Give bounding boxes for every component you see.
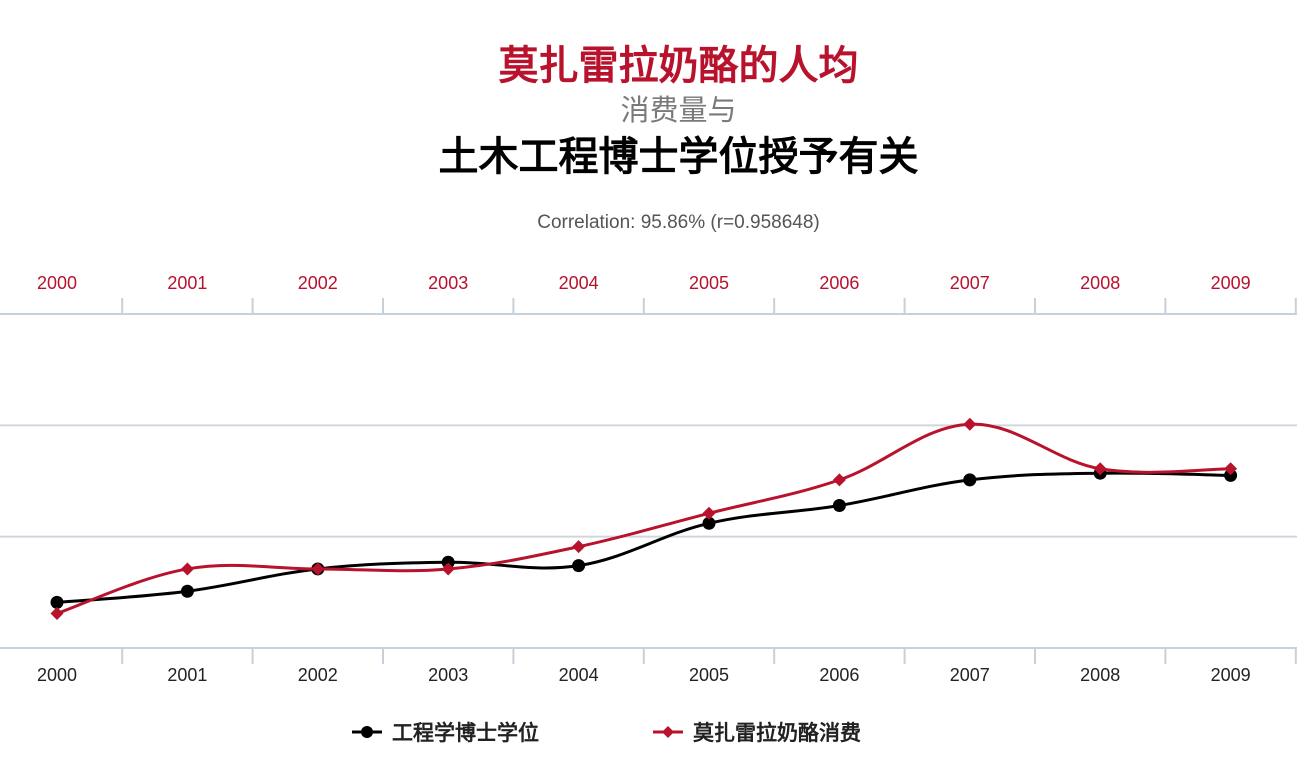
top-tick-label: 2002 [298,273,338,293]
bottom-tick-label: 2003 [428,665,468,685]
series-1-point [832,498,846,512]
bottom-tick-label: 2000 [37,665,77,685]
series-2-point [572,540,586,554]
series-1-point [1224,468,1238,482]
title-line-3: 土木工程博士学位授予有关 [438,134,919,180]
title-line-1: 莫扎雷拉奶酪的人均 [498,43,859,89]
bottom-tick-label: 2005 [689,665,729,685]
bottom-tick-label: 2008 [1080,665,1120,685]
legend-marker-circle-icon [352,726,382,738]
top-tick-label: 2001 [167,273,207,293]
top-tick-label: 2008 [1080,273,1120,293]
top-tick-label: 2004 [559,273,599,293]
series-1-point [180,584,194,598]
legend: 工程学博士学位 莫扎雷拉奶酪消费 [0,716,1305,748]
legend-item-mozzarella: 莫扎雷拉奶酪消费 [653,716,861,748]
legend-item-engineering-phd: 工程学博士学位 [352,716,539,748]
bottom-tick-label: 2004 [559,665,599,685]
correlation-subtitle: Correlation: 95.86% (r=0.958648) [537,212,820,233]
series-2-point [50,606,64,620]
legend-marker-diamond-icon [653,726,683,738]
bottom-tick-label: 2002 [298,665,338,685]
top-tick-label: 2006 [819,273,859,293]
title-line-2: 消费量与 [620,93,737,127]
top-tick-label: 2003 [428,273,468,293]
bottom-tick-label: 2006 [819,665,859,685]
series-line-1 [56,471,1231,604]
bottom-tick-label: 2009 [1211,665,1251,685]
series-1-point [963,473,977,487]
series-1-point [572,559,586,573]
series-2-point [1093,462,1107,476]
series-2-point [832,473,846,487]
bottom-tick-label: 2001 [167,665,207,685]
legend-label-mozzarella: 莫扎雷拉奶酪消费 [693,721,861,745]
top-tick-label: 2009 [1211,273,1251,293]
series-2-point [441,562,455,576]
top-tick-label: 2000 [37,273,77,293]
top-tick-label: 2007 [950,273,990,293]
series-2-point [180,562,194,576]
series-line-2 [56,422,1231,615]
top-tick-label: 2005 [689,273,729,293]
series-1-point [441,555,455,569]
chart-title: 莫扎雷拉奶酪的人均 消费量与 土木工程博士学位授予有关 [0,40,1305,186]
legend-label-engineering-phd: 工程学博士学位 [392,721,539,745]
series-1-point [702,516,716,530]
series-2-point [311,562,325,576]
series-2-point [963,417,977,431]
series-2-point [1224,462,1238,476]
bottom-tick-label: 2007 [950,665,990,685]
series-2-point [702,506,716,520]
series-1-point [50,595,64,609]
